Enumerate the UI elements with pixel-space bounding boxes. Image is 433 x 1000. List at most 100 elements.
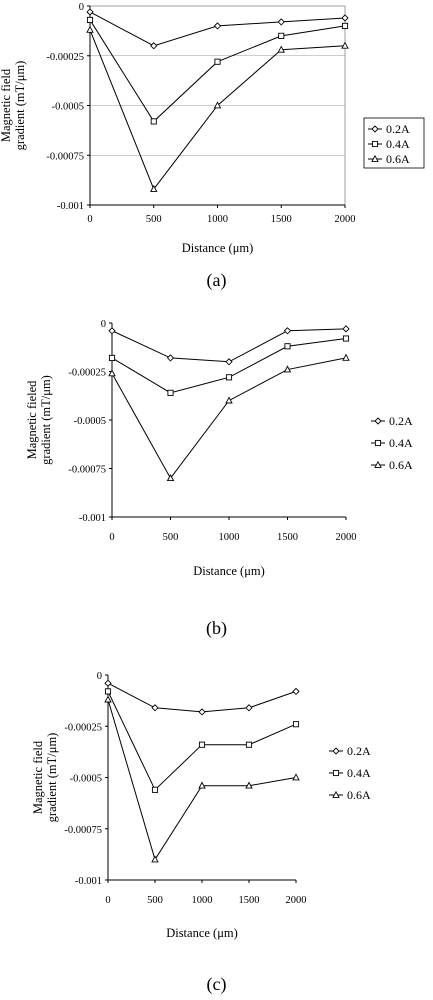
data-point-0.2A: [166, 354, 175, 362]
data-point-0.2A: [225, 358, 233, 366]
y-axis-title-line: Magnetic field: [0, 68, 13, 142]
legend-label: 0.2A: [386, 122, 410, 136]
y-axis-title-line: gradient (mT/μm): [39, 375, 53, 465]
data-point-0.6A: [198, 781, 206, 789]
data-point-0.6A: [283, 365, 292, 373]
x-tick-label: 2000: [335, 214, 356, 225]
y-tick-label: -0.00025: [64, 722, 102, 733]
legend-label: 0.2A: [347, 744, 371, 758]
data-point-0.6A: [166, 474, 175, 482]
y-tick-label: -0.00025: [46, 52, 84, 63]
data-point-0.2A: [342, 325, 350, 333]
x-tick-label: 1000: [219, 532, 240, 543]
legend-marker-0.6A: [332, 790, 340, 798]
data-point-0.4A: [104, 688, 112, 695]
legend-label: 0.2A: [389, 414, 413, 428]
data-point-0.2A: [198, 708, 206, 716]
x-tick-label: 0: [105, 895, 110, 906]
x-tick-label: 0: [109, 532, 114, 543]
series-line-0.2A: [111, 328, 347, 363]
data-point-0.2A: [108, 327, 116, 335]
legend-label: 0.4A: [347, 766, 371, 780]
chart-panel-b: 0 -0.00025 -0.0005 -0.00075 -0.001 0 500 1000 15…: [0, 300, 433, 660]
y-tick-label: 0: [101, 319, 106, 330]
y-tick-label: -0.00075: [64, 825, 102, 836]
x-axis-title: Distance (μm): [193, 564, 265, 578]
y-tick-label: -0.00025: [68, 368, 106, 379]
data-point-0.4A: [86, 16, 94, 23]
data-point-0.4A: [198, 741, 206, 748]
data-point-0.4A: [245, 741, 253, 748]
y-tick-label: -0.001: [79, 513, 106, 524]
x-tick-label: 1000: [192, 895, 213, 906]
x-tick-label: 2000: [286, 895, 307, 906]
data-point-0.4A: [278, 32, 285, 39]
x-tick-label: 500: [146, 214, 162, 225]
y-tick-label: 0: [79, 2, 84, 13]
data-point-0.4A: [150, 118, 157, 125]
data-point-0.4A: [292, 721, 300, 728]
data-point-0.6A: [245, 781, 253, 789]
x-axis-title: Distance (μm): [182, 241, 254, 255]
data-point-0.2A: [104, 679, 112, 687]
legend-marker-0.6A: [371, 154, 379, 162]
legend-marker-0.4A: [332, 769, 340, 777]
y-axis-title-line: gradient (mT/μm): [13, 61, 27, 151]
data-point-0.4A: [284, 343, 291, 350]
x-tick-label: 0: [87, 214, 92, 225]
legend-marker-0.2A: [371, 125, 379, 133]
caption-b: (b): [206, 618, 227, 638]
data-point-0.6A: [104, 695, 112, 703]
data-point-0.2A: [86, 8, 94, 16]
y-axis-title: Magnetic field gradient (mT/μm): [31, 733, 59, 823]
legend-marker-0.6A: [374, 460, 382, 468]
data-point-0.6A: [277, 45, 286, 53]
y-axis-title: Magnetic fieled gradient (mT/μm): [25, 375, 53, 465]
series-line-0.2A: [107, 682, 297, 713]
data-point-0.2A: [341, 14, 349, 22]
data-point-0.6A: [213, 101, 222, 109]
data-point-0.2A: [292, 687, 300, 696]
caption-a: (a): [206, 270, 227, 290]
data-point-0.4A: [342, 335, 350, 342]
data-point-0.4A: [167, 389, 174, 396]
x-tick-label: 2000: [336, 532, 357, 543]
legend-label: 0.4A: [389, 436, 413, 450]
data-point-0.6A: [342, 353, 350, 361]
y-tick-label: -0.001: [75, 876, 102, 887]
legend-marker-0.2A: [332, 747, 340, 755]
y-tick-label: -0.0005: [74, 416, 106, 427]
y-axis-title-line: Magnetic field: [31, 740, 45, 814]
x-tick-label: 1500: [271, 214, 292, 225]
data-point-0.6A: [86, 25, 94, 33]
data-point-0.4A: [151, 786, 159, 793]
data-point-0.6A: [149, 184, 158, 192]
legend-marker-0.4A: [371, 140, 379, 148]
data-point-0.6A: [292, 773, 300, 781]
y-tick-label: -0.0005: [52, 102, 84, 113]
legend-label: 0.6A: [389, 458, 413, 472]
data-point-0.2A: [151, 704, 159, 712]
legend-label: 0.6A: [347, 788, 371, 802]
data-point-0.4A: [108, 354, 116, 361]
data-point-0.6A: [151, 855, 159, 863]
y-tick-label: -0.0005: [70, 774, 102, 785]
y-tick-label: -0.00075: [68, 465, 106, 476]
caption-c: (c): [206, 974, 227, 994]
series-line-0.4A: [107, 691, 297, 791]
series-line-0.6A: [89, 29, 346, 191]
series-line-0.6A: [107, 699, 297, 861]
y-axis-title-line: gradient (mT/μm): [45, 733, 59, 823]
x-axis-title: Distance (μm): [166, 926, 238, 940]
x-tick-label: 1500: [277, 532, 298, 543]
data-point-0.2A: [213, 22, 222, 30]
data-point-0.6A: [108, 369, 116, 377]
data-point-0.2A: [283, 327, 292, 335]
y-tick-label: 0: [97, 671, 102, 682]
data-point-0.6A: [341, 41, 349, 49]
x-tick-label: 500: [163, 532, 179, 543]
legend-marker-0.2A: [374, 417, 382, 425]
